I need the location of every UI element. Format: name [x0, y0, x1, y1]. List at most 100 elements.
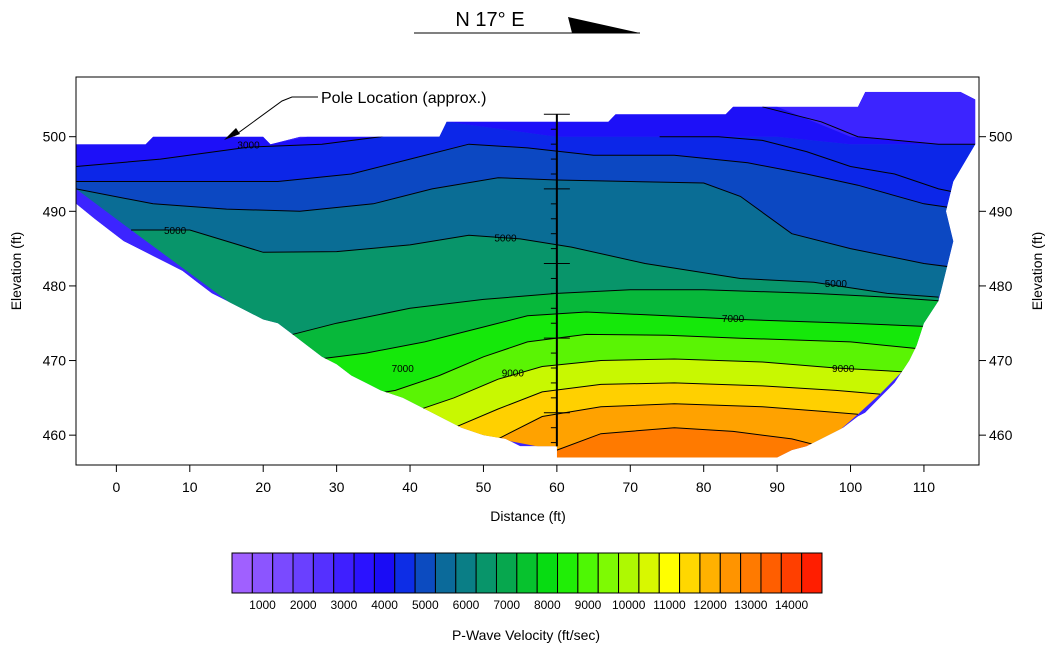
y-tick-label-left: 480 [43, 278, 67, 294]
contour-label-3: 5000 [494, 234, 517, 245]
colorbar-swatch-1000 [251, 552, 274, 594]
x-tick-label: 110 [913, 479, 936, 495]
velocity-band-6 [131, 230, 939, 339]
colorbar-title: P-Wave Velocity (ft/sec) [452, 627, 600, 643]
x-tick-label: 40 [402, 479, 418, 495]
x-tick-label: 80 [696, 479, 712, 495]
contour-label-2: 5000 [164, 226, 187, 237]
annotation-arrowhead-icon [224, 128, 240, 140]
colorbar-swatch-4000 [373, 552, 396, 594]
x-tick-label: 0 [112, 479, 120, 495]
contour-line-4 [131, 229, 939, 298]
contour-line-5 [277, 289, 939, 339]
colorbar-swatch-3000 [333, 552, 355, 594]
pole-marker [543, 113, 570, 447]
y-tick-label-right: 460 [989, 427, 1013, 443]
colorbar-swatch-10500 [638, 552, 660, 594]
y-tick-label-right: 490 [989, 203, 1013, 219]
x-tick-label: 30 [329, 479, 345, 495]
x-tick-label: 100 [839, 479, 863, 495]
colorbar-swatch-12000 [699, 552, 721, 594]
y-tick-label-left: 490 [43, 203, 67, 219]
annotation-label: Pole Location (approx.) [321, 90, 486, 107]
colorbar-swatch-5500 [434, 552, 457, 594]
y-axis-title-left: Elevation (ft) [8, 232, 24, 311]
colorbar-label: 12000 [693, 598, 727, 612]
velocity-band-12 [498, 403, 858, 451]
velocity-band-7 [277, 289, 939, 361]
contour-label-1: 3000 [237, 140, 260, 151]
colorbar-swatch-6500 [475, 552, 497, 594]
contour-label-layer: 3000 5000 5000 5000 7000 7000 9000 9000 [164, 140, 855, 379]
colorbar-swatch-13000 [740, 552, 762, 594]
contour-label-4: 5000 [825, 279, 848, 290]
y-tick-label-right: 500 [989, 129, 1013, 145]
contour-line-8 [409, 358, 902, 414]
colorbar-swatch-9500 [597, 552, 620, 594]
colorbar-swatch-4500 [394, 552, 416, 594]
velocity-band-13 [556, 427, 822, 458]
colorbar-label: 5000 [412, 598, 439, 612]
contour-line-10 [497, 403, 858, 440]
colorbar-swatch-10000 [618, 552, 640, 594]
colorbar-label: 4000 [371, 598, 398, 612]
y-tick-label-left: 460 [43, 427, 67, 443]
colorbar-swatch-7000 [495, 552, 518, 594]
colorbar-label: 3000 [331, 598, 358, 612]
y-axis-right: 460 470 480 490 500 [979, 129, 1013, 443]
x-tick-label: 50 [476, 479, 492, 495]
contour-line-9 [453, 382, 880, 429]
colorbar-label: 10000 [612, 598, 646, 612]
x-tick-label: 60 [549, 479, 565, 495]
colorbar-swatch-500 [231, 552, 253, 594]
velocity-band-5 [76, 177, 954, 298]
contour-line-2 [76, 143, 976, 212]
colorbar-swatch-5000 [414, 552, 436, 594]
x-tick-label: 20 [255, 479, 271, 495]
x-axis-title: Distance (ft) [490, 508, 565, 524]
x-axis: 0 10 20 30 40 50 60 70 80 90 100 110 [112, 465, 935, 495]
pole-annotation: Pole Location (approx.) [224, 90, 486, 140]
direction-arrow-icon [568, 17, 640, 33]
colorbar-swatch-14000 [780, 552, 803, 594]
colorbar-swatch-2500 [312, 552, 335, 594]
x-tick-label: 90 [769, 479, 785, 495]
colorbar-label: 13000 [734, 598, 768, 612]
direction-label: N 17° E [455, 9, 524, 31]
colorbar-swatch-13500 [760, 552, 782, 594]
colorbar-label: 14000 [775, 598, 809, 612]
contour-label-8: 9000 [832, 364, 855, 375]
velocity-band-4 [76, 144, 976, 268]
colorbar-label: 6000 [453, 598, 480, 612]
colorbar-label: 9000 [575, 598, 602, 612]
colorbar-label: 2000 [290, 598, 317, 612]
direction-indicator: N 17° E [414, 9, 640, 34]
colorbar-swatch-12500 [719, 552, 742, 594]
contour-label-5: 7000 [722, 314, 745, 325]
contour-label-6: 7000 [392, 364, 415, 375]
x-tick-label: 10 [182, 479, 198, 495]
contour-label-7: 9000 [502, 369, 525, 380]
y-tick-label-right: 480 [989, 278, 1013, 294]
colorbar-swatch-11000 [658, 552, 681, 594]
x-tick-label: 70 [622, 479, 638, 495]
colorbar-tick-labels: 1000 2000 3000 4000 5000 6000 7000 8000 9000 1000… [249, 598, 808, 612]
y-axis-left: 460 470 480 490 500 [43, 129, 76, 443]
colorbar-swatch-7500 [516, 552, 538, 594]
colorbar-swatch-1500 [272, 552, 294, 594]
colorbar-label: 7000 [493, 598, 520, 612]
velocity-band-3 [76, 121, 976, 212]
velocity-band-11 [454, 382, 880, 439]
velocity-band-8 [307, 312, 939, 398]
contour-fill-layer [76, 91, 976, 458]
annotation-leader-line [233, 96, 318, 137]
velocity-band-9 [351, 334, 924, 413]
colorbar-swatch-8000 [536, 552, 559, 594]
y-tick-label-left: 500 [43, 129, 67, 145]
velocity-band-10 [410, 359, 902, 428]
y-tick-label-left: 470 [43, 353, 67, 369]
colorbar-swatch-14500 [801, 552, 823, 594]
contour-line-11 [556, 427, 822, 451]
colorbar-label: 1000 [249, 598, 276, 612]
colorbar-label: 8000 [534, 598, 561, 612]
